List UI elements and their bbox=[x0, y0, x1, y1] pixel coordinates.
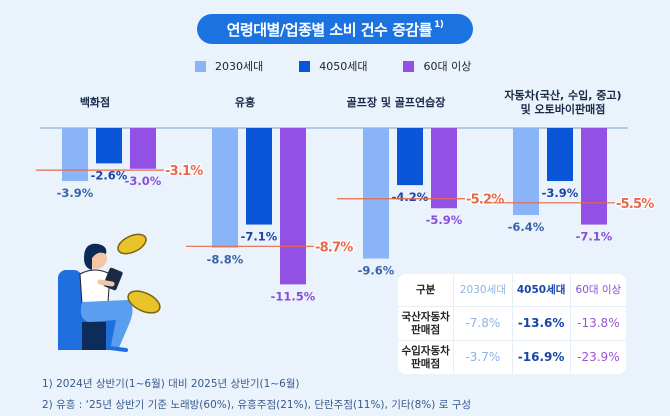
auto-dealer-table: 구분 2030세대 4050세대 60대 이상 국산자동차 판매점 -7.8% -… bbox=[398, 274, 626, 374]
chair-shadow bbox=[82, 322, 106, 350]
average-value-label: -5.5% bbox=[616, 197, 654, 212]
bar bbox=[513, 128, 539, 216]
footnote-2: 2) 유흥 : ‘25년 상반기 기준 노래방(60%), 유흥주점(21%),… bbox=[42, 399, 472, 411]
category-label: 유흥 bbox=[165, 96, 325, 110]
category-label-line: 유흥 bbox=[234, 96, 256, 109]
woman-with-tablet-illustration bbox=[40, 222, 165, 362]
bar bbox=[363, 128, 389, 259]
bar-value-label: -7.1% bbox=[241, 230, 278, 244]
bar-value-label: -3.9% bbox=[542, 186, 579, 200]
bar bbox=[246, 128, 272, 225]
table-row-label: 수입자동차 판매점 bbox=[398, 341, 455, 374]
legend-item-60: 60대 이상 bbox=[403, 58, 471, 74]
bar-value-label: -4.2% bbox=[392, 190, 429, 204]
category-label-line: 및 오토바이판매점 bbox=[520, 103, 606, 116]
pants bbox=[80, 300, 133, 350]
bar bbox=[547, 128, 573, 182]
bar-value-label: -3.0% bbox=[125, 174, 162, 188]
legend-label-4050: 4050세대 bbox=[319, 60, 368, 73]
bar bbox=[431, 128, 457, 209]
bar-value-label: -7.1% bbox=[576, 230, 613, 244]
table-cell: -3.7% bbox=[454, 341, 513, 374]
bar bbox=[581, 128, 607, 225]
bar-value-label: -5.9% bbox=[426, 213, 463, 227]
table-header: 4050세대 bbox=[513, 274, 571, 306]
legend-swatch-2030 bbox=[195, 60, 206, 72]
category-label-line: 자동차(국산, 수입, 중고) bbox=[504, 89, 622, 102]
bar bbox=[96, 128, 122, 164]
table-cell: -16.9% bbox=[513, 341, 571, 374]
category-label-line: 백화점 bbox=[79, 96, 111, 109]
table-header: 구분 bbox=[398, 274, 455, 306]
chart-title-text: 연령대별/업종별 소비 건수 증감률 bbox=[226, 20, 433, 39]
hair bbox=[84, 243, 107, 270]
legend-swatch-4050 bbox=[299, 60, 311, 72]
footnote-1: 1) 2024년 상반기(1~6월) 대비 2025년 상반기(1~6월) bbox=[42, 378, 300, 390]
bar bbox=[62, 128, 88, 182]
legend-item-4050: 4050세대 bbox=[299, 58, 367, 74]
table-header: 2030세대 bbox=[454, 274, 513, 306]
bar bbox=[397, 128, 423, 186]
bar-value-label: -2.6% bbox=[91, 168, 128, 182]
bar-value-label: -8.8% bbox=[207, 253, 244, 267]
table-cell: -13.8% bbox=[577, 316, 620, 330]
legend-item-2030: 2030세대 bbox=[195, 58, 263, 74]
legend-swatch-60 bbox=[403, 60, 415, 72]
category-label-line: 골프장 및 골프연습장 bbox=[346, 96, 446, 109]
coin-icon bbox=[127, 290, 161, 314]
footnotes: 1) 2024년 상반기(1~6월) 대비 2025년 상반기(1~6월) 2)… bbox=[42, 374, 471, 416]
average-value-label: -3.1% bbox=[165, 164, 203, 179]
category-label: 자동차(국산, 수입, 중고) 및 오토바이판매점 bbox=[483, 89, 643, 117]
category-label: 백화점 bbox=[15, 96, 175, 110]
bar-value-label: -11.5% bbox=[271, 289, 316, 303]
legend-label-60: 60대 이상 bbox=[423, 60, 472, 73]
bar-value-label: -3.9% bbox=[57, 186, 94, 200]
average-value-label: -5.2% bbox=[466, 193, 504, 208]
category-label: 골프장 및 골프연습장 bbox=[316, 96, 476, 110]
bar-value-label: -9.6% bbox=[358, 264, 395, 278]
row-label-line: 수입자동차 bbox=[401, 344, 450, 357]
legend: 2030세대 4050세대 60대 이상 bbox=[195, 58, 471, 74]
table-cell: -13.6% bbox=[513, 307, 571, 340]
row-label-line: 국산자동차 bbox=[401, 310, 450, 323]
coin-icon bbox=[117, 233, 147, 255]
shoe bbox=[108, 346, 128, 352]
arm bbox=[97, 279, 115, 287]
table-header-row: 구분 2030세대 4050세대 60대 이상 bbox=[398, 274, 626, 307]
title-footnote-mark: 1) bbox=[433, 20, 444, 30]
table-cell: -7.8% bbox=[454, 307, 513, 340]
chart-title: 연령대별/업종별 소비 건수 증감률 1) bbox=[197, 14, 473, 44]
table-row: 수입자동차 판매점 -3.7% -16.9% -23.9% bbox=[398, 341, 626, 374]
bar bbox=[212, 128, 238, 248]
table-row: 국산자동차 판매점 -7.8% -13.6% -13.8% bbox=[398, 307, 626, 341]
table-cell: -23.9% bbox=[577, 350, 620, 364]
table-header: 60대 이상 bbox=[575, 283, 622, 296]
bar-value-label: -6.4% bbox=[508, 220, 545, 234]
bar bbox=[280, 128, 306, 285]
row-label-line: 판매점 bbox=[411, 357, 441, 370]
table-row-label: 국산자동차 판매점 bbox=[398, 307, 455, 340]
average-value-label: -8.7% bbox=[315, 240, 353, 255]
shirt bbox=[79, 269, 111, 305]
row-label-line: 판매점 bbox=[411, 323, 441, 336]
bar bbox=[130, 128, 156, 169]
legend-label-2030: 2030세대 bbox=[215, 60, 264, 73]
